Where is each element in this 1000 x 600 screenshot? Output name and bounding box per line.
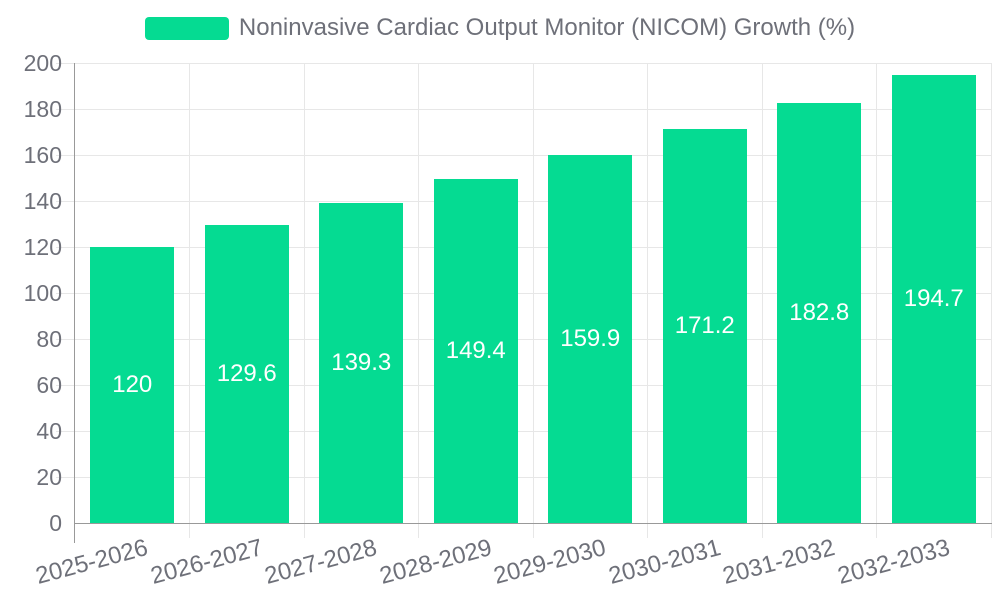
y-tick-label: 20 xyxy=(36,464,62,490)
legend-swatch xyxy=(144,16,229,40)
y-tick-label: 160 xyxy=(23,142,62,168)
y-tick-label: 140 xyxy=(23,188,62,214)
gridline-horizontal xyxy=(56,246,991,248)
y-tick-label: 80 xyxy=(36,326,62,352)
gridline-horizontal xyxy=(56,200,991,202)
bar-value-label: 149.4 xyxy=(445,337,506,365)
gridline-horizontal xyxy=(56,108,991,110)
gridline-vertical xyxy=(761,63,763,538)
bar: 194.7 xyxy=(891,75,976,523)
bar: 129.6 xyxy=(204,224,289,523)
y-tick-label: 60 xyxy=(36,372,62,398)
bar-value-label: 182.8 xyxy=(789,298,850,326)
gridline-vertical xyxy=(532,63,534,538)
bar-value-label: 194.7 xyxy=(903,285,964,313)
y-tick-label: 120 xyxy=(23,234,62,260)
y-tick-label: 0 xyxy=(49,510,62,536)
bar: 149.4 xyxy=(433,179,518,523)
gridline-horizontal xyxy=(56,430,991,432)
gridline-vertical xyxy=(303,63,305,538)
bar: 139.3 xyxy=(319,202,404,523)
gridline-vertical xyxy=(990,63,992,538)
bar-value-label: 139.3 xyxy=(331,348,392,376)
bar-value-label: 171.2 xyxy=(674,312,735,340)
bar: 171.2 xyxy=(662,129,747,523)
bar-value-label: 159.9 xyxy=(560,325,621,353)
gridline-vertical xyxy=(189,63,190,538)
y-tick-label: 100 xyxy=(23,280,62,306)
gridline-horizontal xyxy=(56,338,991,340)
gridline-vertical xyxy=(876,63,877,538)
y-tick-label: 40 xyxy=(36,418,62,444)
y-tick-label: 180 xyxy=(23,96,62,122)
bar: 159.9 xyxy=(548,155,633,523)
gridline-horizontal xyxy=(56,292,991,294)
y-axis-line xyxy=(74,63,75,543)
gridline-vertical xyxy=(647,63,648,538)
gridline-horizontal xyxy=(56,476,991,478)
bar-value-label: 129.6 xyxy=(216,359,277,387)
gridline-horizontal xyxy=(56,384,991,386)
gridline-horizontal xyxy=(56,62,991,64)
bar-value-label: 120 xyxy=(112,371,153,398)
bar: 182.8 xyxy=(777,102,862,523)
x-axis-line xyxy=(74,523,992,524)
legend-item[interactable]: Noninvasive Cardiac Output Monitor (NICO… xyxy=(0,15,1000,41)
legend-label: Noninvasive Cardiac Output Monitor (NICO… xyxy=(238,14,856,41)
gridline-horizontal xyxy=(56,154,991,156)
gridline-vertical xyxy=(418,63,419,538)
plot-area: 120 129.6 139.3 149.4 159.9 171.2 182.8 194.7 xyxy=(56,62,992,538)
bar: 120 xyxy=(90,247,175,523)
y-tick-label: 200 xyxy=(23,50,62,76)
